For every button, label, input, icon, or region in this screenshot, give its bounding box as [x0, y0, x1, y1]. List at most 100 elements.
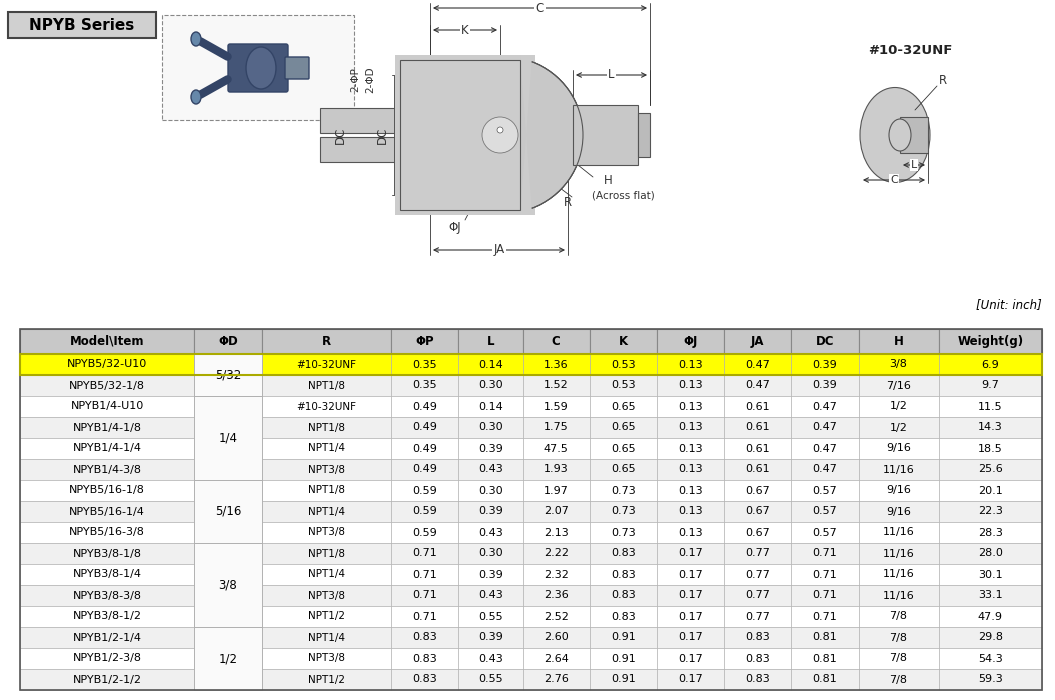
- Text: ΦJ: ΦJ: [684, 335, 697, 348]
- Bar: [262, 375, 390, 396]
- Text: 11/16: 11/16: [883, 465, 915, 475]
- Text: 0.61: 0.61: [746, 465, 770, 475]
- Bar: [162, 15, 354, 120]
- Text: 0.35: 0.35: [413, 381, 437, 391]
- Bar: [390, 438, 458, 459]
- Text: 7/8: 7/8: [889, 612, 907, 622]
- Bar: [724, 417, 791, 438]
- Text: 0.39: 0.39: [812, 360, 838, 370]
- Bar: [262, 522, 390, 543]
- Bar: [791, 648, 859, 669]
- Text: JA: JA: [494, 244, 504, 256]
- Bar: [724, 459, 791, 480]
- Bar: [939, 543, 1042, 564]
- Text: 9/16: 9/16: [886, 444, 912, 454]
- Text: 1.97: 1.97: [543, 486, 569, 496]
- Text: 1/2: 1/2: [218, 652, 237, 665]
- Bar: [458, 480, 522, 501]
- FancyBboxPatch shape: [285, 57, 309, 79]
- Text: NPYB5/32-1/8: NPYB5/32-1/8: [70, 381, 146, 391]
- Text: JA: JA: [751, 335, 765, 348]
- FancyBboxPatch shape: [228, 44, 288, 92]
- Text: 0.17: 0.17: [678, 633, 703, 643]
- Text: NPYB3/8-1/4: NPYB3/8-1/4: [73, 570, 141, 580]
- Bar: [458, 501, 522, 522]
- Text: 1.52: 1.52: [543, 381, 569, 391]
- Bar: [657, 501, 724, 522]
- Text: 1/4: 1/4: [218, 431, 237, 444]
- Bar: [20, 669, 194, 690]
- Bar: [20, 585, 194, 606]
- Text: 47.5: 47.5: [543, 444, 569, 454]
- Text: 0.61: 0.61: [746, 423, 770, 433]
- Text: 0.13: 0.13: [678, 528, 703, 538]
- Text: L: L: [486, 335, 494, 348]
- Text: 0.71: 0.71: [812, 612, 838, 622]
- Bar: [859, 438, 939, 459]
- Text: 0.17: 0.17: [678, 549, 703, 559]
- Bar: [20, 564, 194, 585]
- Text: NPYB5/16-3/8: NPYB5/16-3/8: [70, 528, 146, 538]
- Bar: [939, 396, 1042, 417]
- Bar: [20, 480, 194, 501]
- Text: 0.30: 0.30: [478, 381, 502, 391]
- Bar: [390, 375, 458, 396]
- Text: 2.76: 2.76: [543, 675, 569, 685]
- Bar: [859, 627, 939, 648]
- Text: 18.5: 18.5: [978, 444, 1002, 454]
- Bar: [939, 522, 1042, 543]
- Ellipse shape: [246, 47, 276, 89]
- Text: L: L: [910, 160, 917, 170]
- Text: 0.77: 0.77: [745, 549, 770, 559]
- Text: 0.71: 0.71: [812, 549, 838, 559]
- Bar: [522, 375, 590, 396]
- Text: 9/16: 9/16: [886, 507, 912, 517]
- Text: NPT1/4: NPT1/4: [308, 633, 345, 643]
- Text: 0.77: 0.77: [745, 591, 770, 601]
- Text: 0.35: 0.35: [413, 360, 437, 370]
- Bar: [859, 585, 939, 606]
- Bar: [20, 606, 194, 627]
- Text: NPT1/8: NPT1/8: [308, 486, 345, 496]
- Bar: [20, 648, 194, 669]
- Bar: [458, 543, 522, 564]
- Bar: [859, 606, 939, 627]
- Bar: [590, 417, 657, 438]
- Text: DC: DC: [816, 335, 835, 348]
- Text: 0.13: 0.13: [678, 381, 703, 391]
- Bar: [262, 396, 390, 417]
- Text: 1.36: 1.36: [544, 360, 569, 370]
- Text: 0.13: 0.13: [678, 444, 703, 454]
- Bar: [590, 375, 657, 396]
- Text: 0.30: 0.30: [478, 486, 502, 496]
- Bar: [791, 459, 859, 480]
- Text: 11/16: 11/16: [883, 528, 915, 538]
- Bar: [590, 648, 657, 669]
- Text: 0.65: 0.65: [611, 423, 636, 433]
- Bar: [590, 396, 657, 417]
- Text: 0.73: 0.73: [611, 507, 636, 517]
- Text: 5/32: 5/32: [215, 368, 242, 382]
- Text: 0.13: 0.13: [678, 507, 703, 517]
- Bar: [20, 627, 194, 648]
- Text: 28.3: 28.3: [978, 528, 1002, 538]
- Bar: [262, 501, 390, 522]
- Bar: [724, 564, 791, 585]
- Text: 0.57: 0.57: [812, 507, 838, 517]
- Circle shape: [497, 127, 503, 133]
- Bar: [590, 669, 657, 690]
- Bar: [20, 396, 194, 417]
- Bar: [458, 627, 522, 648]
- Bar: [724, 522, 791, 543]
- Text: 0.55: 0.55: [478, 612, 502, 622]
- Text: 0.77: 0.77: [745, 612, 770, 622]
- Text: ΦJ: ΦJ: [448, 221, 461, 234]
- Bar: [522, 501, 590, 522]
- Bar: [859, 522, 939, 543]
- Text: 0.43: 0.43: [478, 591, 502, 601]
- Bar: [20, 501, 194, 522]
- Bar: [8, 12, 156, 38]
- Bar: [859, 543, 939, 564]
- Bar: [791, 585, 859, 606]
- Bar: [657, 459, 724, 480]
